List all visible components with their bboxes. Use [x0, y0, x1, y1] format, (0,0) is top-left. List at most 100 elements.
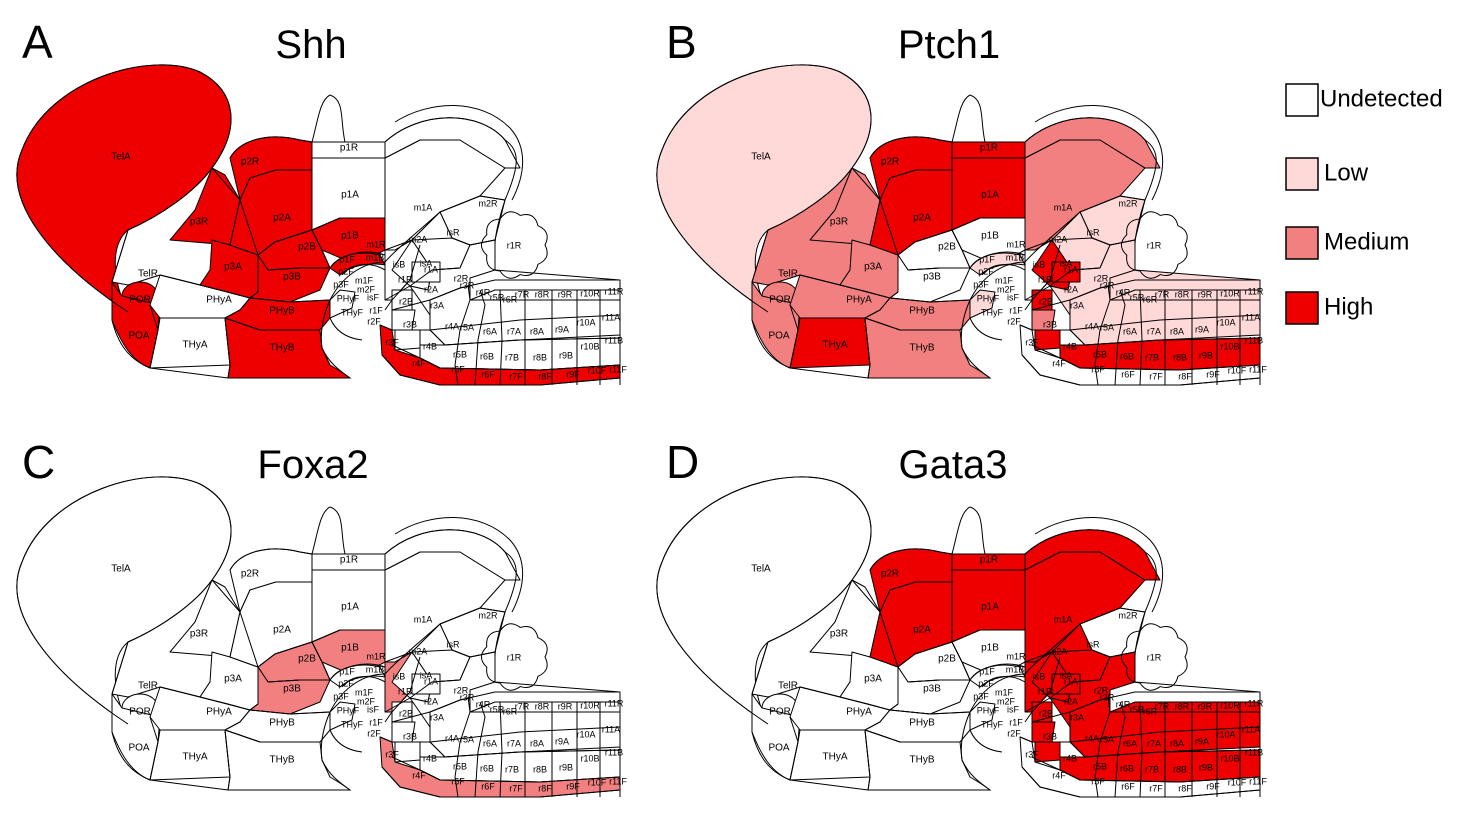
region-r1r-outline [1120, 211, 1188, 279]
boundary-line [1024, 267, 1101, 301]
label-r5b: r5B [1093, 349, 1107, 359]
label-r7f: r7F [509, 783, 523, 793]
boundary-line [391, 279, 496, 311]
label-thyf: THyF [981, 307, 1003, 317]
label-r11b: r11B [605, 335, 623, 345]
label-m1r: m1R [366, 651, 386, 661]
label-r2f: r2F [1007, 728, 1021, 738]
label-isf: isF [367, 704, 379, 714]
label-p1r: p1R [980, 143, 998, 154]
label-r10r: r10R [1220, 700, 1240, 710]
label-isf: isF [1007, 292, 1019, 302]
label-r9r: r9R [558, 289, 573, 299]
brain-diagram: TelA TelR POR POA PHyA THyA PHyB THyB PHyF THyF p1… [16, 476, 627, 798]
label-thyb: THyB [910, 755, 935, 766]
label-p1b: p1B [341, 643, 359, 654]
label-r9b: r9B [1199, 350, 1213, 360]
boundary-line [767, 167, 853, 231]
label-r1r: r1R [1147, 652, 1162, 662]
boundary-line [381, 354, 621, 386]
label-r6r: r6R [1143, 294, 1158, 304]
label-r10f: r10F [588, 365, 607, 375]
label-r4a: r4A [445, 733, 459, 743]
label-thyf: THyF [981, 719, 1003, 729]
label-isa: isA [420, 670, 433, 680]
label-r3f: r3F [1025, 749, 1039, 759]
label-r10a: r10A [576, 317, 595, 327]
panel-c: C Foxa2 TelA TelR POR POA PHyA THyA PHyB THyB PHyF… [16, 436, 627, 798]
label-isr: isR [447, 227, 460, 237]
label-r4b: r4B [1063, 341, 1077, 351]
label-r4r: r4R [1116, 699, 1131, 709]
boundary-line [864, 729, 871, 791]
boundary-line [789, 716, 799, 781]
boundary-line [391, 756, 621, 783]
boundary-line [474, 701, 486, 798]
boundary-line [394, 105, 524, 201]
label-telr: TelR [138, 269, 158, 280]
label-r10a: r10A [1216, 317, 1235, 327]
panel-letter: B [666, 16, 697, 68]
label-r9a: r9A [555, 324, 569, 334]
region-phyf [329, 701, 356, 731]
label-r1f: r1F [1009, 717, 1023, 727]
boundary-line [1114, 289, 1126, 386]
legend-swatch [1285, 291, 1319, 325]
label-r2r: r2R [1094, 273, 1109, 283]
boundary-line [1024, 649, 1136, 663]
label-r9b: r9B [559, 762, 573, 772]
boundary-line [149, 304, 159, 369]
boundary-line [149, 716, 159, 781]
boundary-line [907, 679, 970, 683]
boundary-line [384, 679, 461, 713]
label-r4f: r4F [412, 770, 426, 780]
label-telr: TelR [778, 681, 798, 692]
label-r9r: r9R [558, 701, 573, 711]
legend-label: Medium [1324, 228, 1409, 255]
label-r8a: r8A [1170, 738, 1184, 748]
label-m1b: m1B [366, 252, 385, 262]
boundary-line [751, 641, 791, 781]
label-r9b: r9B [559, 350, 573, 360]
boundary-line [1034, 105, 1164, 201]
label-p2a: p2A [913, 625, 931, 636]
label-tela: TelA [751, 152, 771, 163]
label-r5b: r5B [453, 761, 467, 771]
label-r10b: r10B [580, 341, 599, 351]
boundary-line [257, 229, 313, 256]
label-r11a: r11A [602, 724, 620, 734]
boundary-line [160, 317, 320, 331]
label-r4b: r4B [423, 341, 437, 351]
label-m1r: m1R [1006, 651, 1026, 661]
label-r5a: r5A [1100, 322, 1114, 332]
legend-item-low: Low [1285, 157, 1369, 191]
boundary-line [394, 517, 524, 613]
boundary-line [444, 337, 621, 346]
label-r4a: r4A [445, 321, 459, 331]
label-r4r: r4R [476, 699, 491, 709]
label-r6f: r6F [481, 781, 495, 791]
label-isb: isB [393, 259, 406, 269]
boundary-line [969, 317, 1003, 341]
region-r1r-outline [480, 623, 548, 691]
boundary-line [1021, 354, 1261, 386]
label-thya: THyA [823, 340, 848, 351]
boundary-line [229, 506, 346, 571]
label-r4f: r4F [412, 358, 426, 368]
region-r1r-outline [1120, 623, 1188, 691]
label-r2b: r2B [399, 296, 413, 306]
label-r3b: r3B [1043, 731, 1057, 741]
label-r11a: r11A [1242, 312, 1260, 322]
region-r3b [1034, 329, 1061, 351]
boundary-line [454, 696, 471, 798]
label-r1r: r1R [507, 652, 522, 662]
label-m1r: m1R [366, 239, 386, 249]
label-p1b: p1B [341, 231, 359, 242]
label-r2a: r2A [1064, 284, 1078, 294]
label-m1b: m1B [366, 664, 385, 674]
label-p3r: p3R [190, 217, 208, 228]
boundary-line [1024, 195, 1146, 263]
label-r3f: r3F [1025, 337, 1039, 347]
label-phya: PHyA [846, 295, 872, 306]
